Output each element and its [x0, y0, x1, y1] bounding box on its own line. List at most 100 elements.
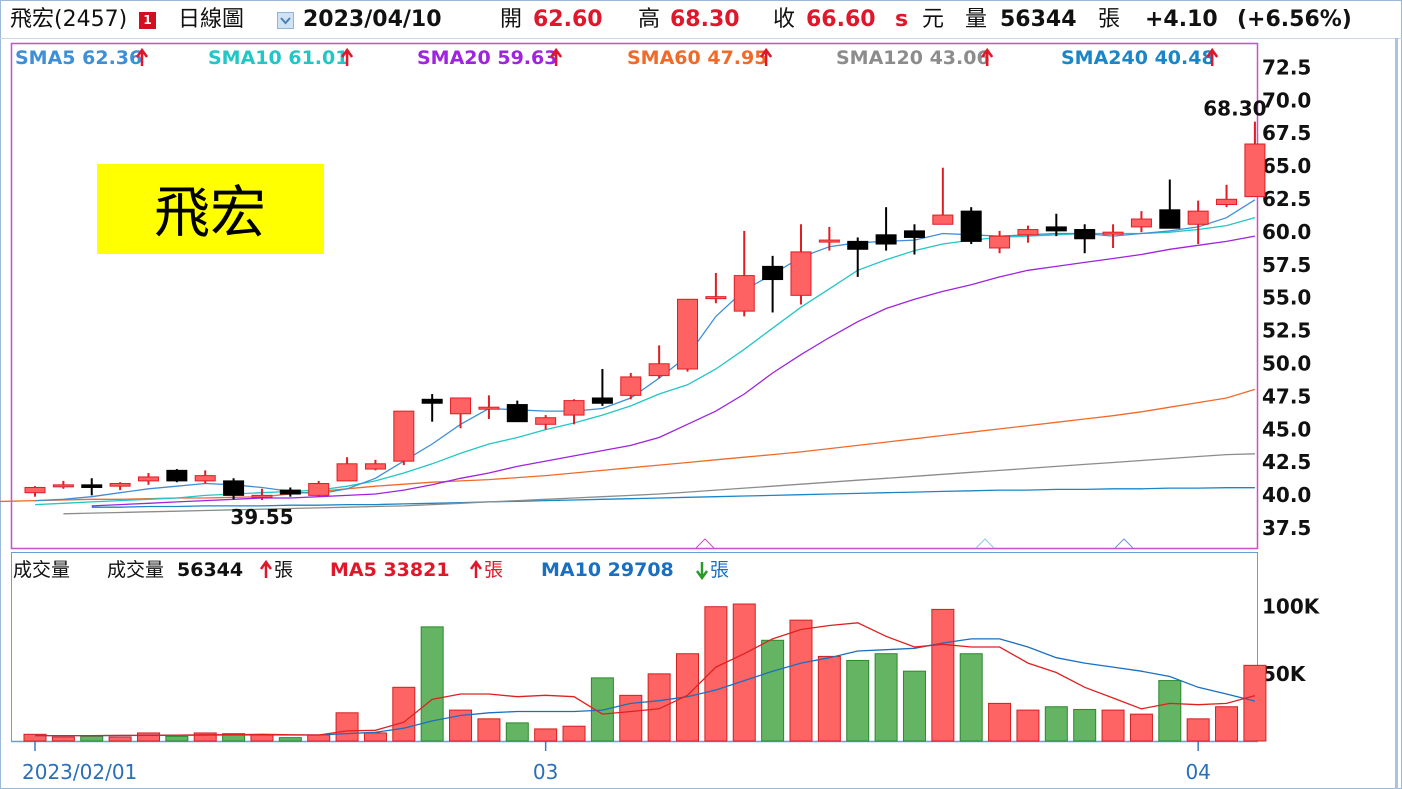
volume-bar [307, 734, 331, 742]
candle-body [591, 397, 613, 404]
price-tick-label: 57.5 [1262, 253, 1311, 277]
candle-body [393, 410, 415, 462]
candle-body [279, 489, 301, 495]
candle [875, 207, 897, 251]
stock-name[interactable]: 飛宏(2457) [10, 7, 128, 32]
quote-date: 2023/04/10 [303, 7, 442, 32]
candle [251, 488, 273, 500]
volume-bar [534, 728, 558, 742]
candle-body [535, 417, 557, 425]
candle [932, 167, 954, 225]
volume-bar [420, 626, 444, 742]
candle-body [1244, 143, 1266, 198]
volume-axis: 100K 50K [1262, 595, 1321, 686]
candle [52, 480, 74, 489]
volume-bar [1158, 680, 1182, 742]
candle-body [1017, 229, 1039, 236]
candle [1187, 200, 1209, 245]
candle [1130, 211, 1152, 233]
candle-body [109, 483, 131, 487]
candle-body [421, 398, 443, 404]
volume-value: 56344 [1000, 7, 1077, 32]
candle [620, 372, 642, 400]
candle [535, 415, 557, 430]
volume-bar [363, 732, 387, 742]
volume-bar [108, 736, 132, 742]
volume-ma5-unit: 張 [484, 559, 503, 581]
volume-bar [874, 653, 898, 742]
price-panel [10, 42, 1259, 550]
candle [733, 230, 755, 317]
volume-bar [193, 732, 217, 742]
candle [648, 345, 670, 379]
open-label: 開 [500, 7, 523, 32]
price-tick-label: 67.5 [1262, 121, 1311, 145]
volume-unit: 張 [1098, 7, 1121, 32]
up-arrow-icon [259, 559, 273, 578]
sma-legend-text: SMA60 47.95 [627, 47, 767, 69]
volume-bar [278, 737, 302, 742]
price-tick-label: 40.0 [1262, 483, 1311, 507]
sma-legend-text: SMA240 40.48 [1061, 47, 1215, 69]
candle-body [1045, 226, 1067, 232]
price-tick-label: 65.0 [1262, 154, 1311, 178]
candle-body [903, 230, 925, 238]
volume-legend-value: 56344 [177, 559, 243, 581]
candle-body [648, 363, 670, 377]
candle-body [1187, 210, 1209, 225]
candle [137, 472, 159, 485]
high-label: 高 [638, 7, 661, 32]
candle-body [166, 469, 188, 482]
volume-ma10-value: MA10 29708 [541, 559, 674, 581]
price-tick-label: 70.0 [1262, 88, 1311, 112]
volume-legend: 成交量 成交量 56344 張 MA5 33821 張 MA10 29708 張 [13, 559, 729, 581]
candle [790, 224, 812, 305]
price-axis: 72.5 70.0 67.5 65.0 62.5 60.0 57.5 55.0 52.5 50.0… [1262, 55, 1311, 540]
candle [677, 298, 699, 372]
candle-body [989, 235, 1011, 249]
sma60-line [0, 388, 1256, 503]
alert-badge[interactable]: 1 [139, 12, 156, 29]
price-tick-label: 47.5 [1262, 384, 1311, 408]
volume-bar [988, 702, 1012, 742]
candle-body [478, 406, 500, 410]
up-arrow-icon [1206, 47, 1219, 66]
price-change: +4.10 [1145, 7, 1218, 32]
candle [989, 230, 1011, 254]
volume-bar [23, 733, 47, 742]
volume-bar [647, 673, 671, 742]
candle [1216, 184, 1238, 208]
volume-bar [165, 735, 189, 742]
chart-type-dropdown-icon[interactable] [277, 12, 294, 29]
close-suffix: s [895, 7, 909, 32]
volume-bar [789, 619, 813, 742]
volume-bar [1016, 709, 1040, 742]
candle [478, 395, 500, 420]
price-tick-label: 45.0 [1262, 417, 1311, 441]
candle-body [336, 463, 358, 482]
volume-bar [80, 735, 104, 742]
volume-legend-unit: 張 [274, 559, 293, 581]
candle [563, 399, 585, 425]
candle [591, 369, 613, 406]
candle-body [223, 480, 245, 496]
candle-body [733, 275, 755, 312]
volume-bar [505, 722, 529, 742]
candle [421, 394, 443, 422]
volume-bar [222, 733, 246, 742]
candle-body [818, 239, 840, 243]
candle [506, 400, 528, 423]
candle [194, 470, 216, 484]
candle-body [194, 475, 216, 482]
candle [1045, 213, 1067, 237]
price-annotations: 68.30 39.55 [230, 97, 1266, 529]
volume-bar [619, 694, 643, 742]
candle [109, 482, 131, 491]
candle-body [1159, 209, 1181, 229]
candle [705, 272, 727, 304]
volume-bar [1243, 664, 1267, 742]
svg-text:飛宏: 飛宏 [154, 181, 266, 246]
candle-body [52, 484, 74, 488]
sma20-line [91, 235, 1256, 507]
